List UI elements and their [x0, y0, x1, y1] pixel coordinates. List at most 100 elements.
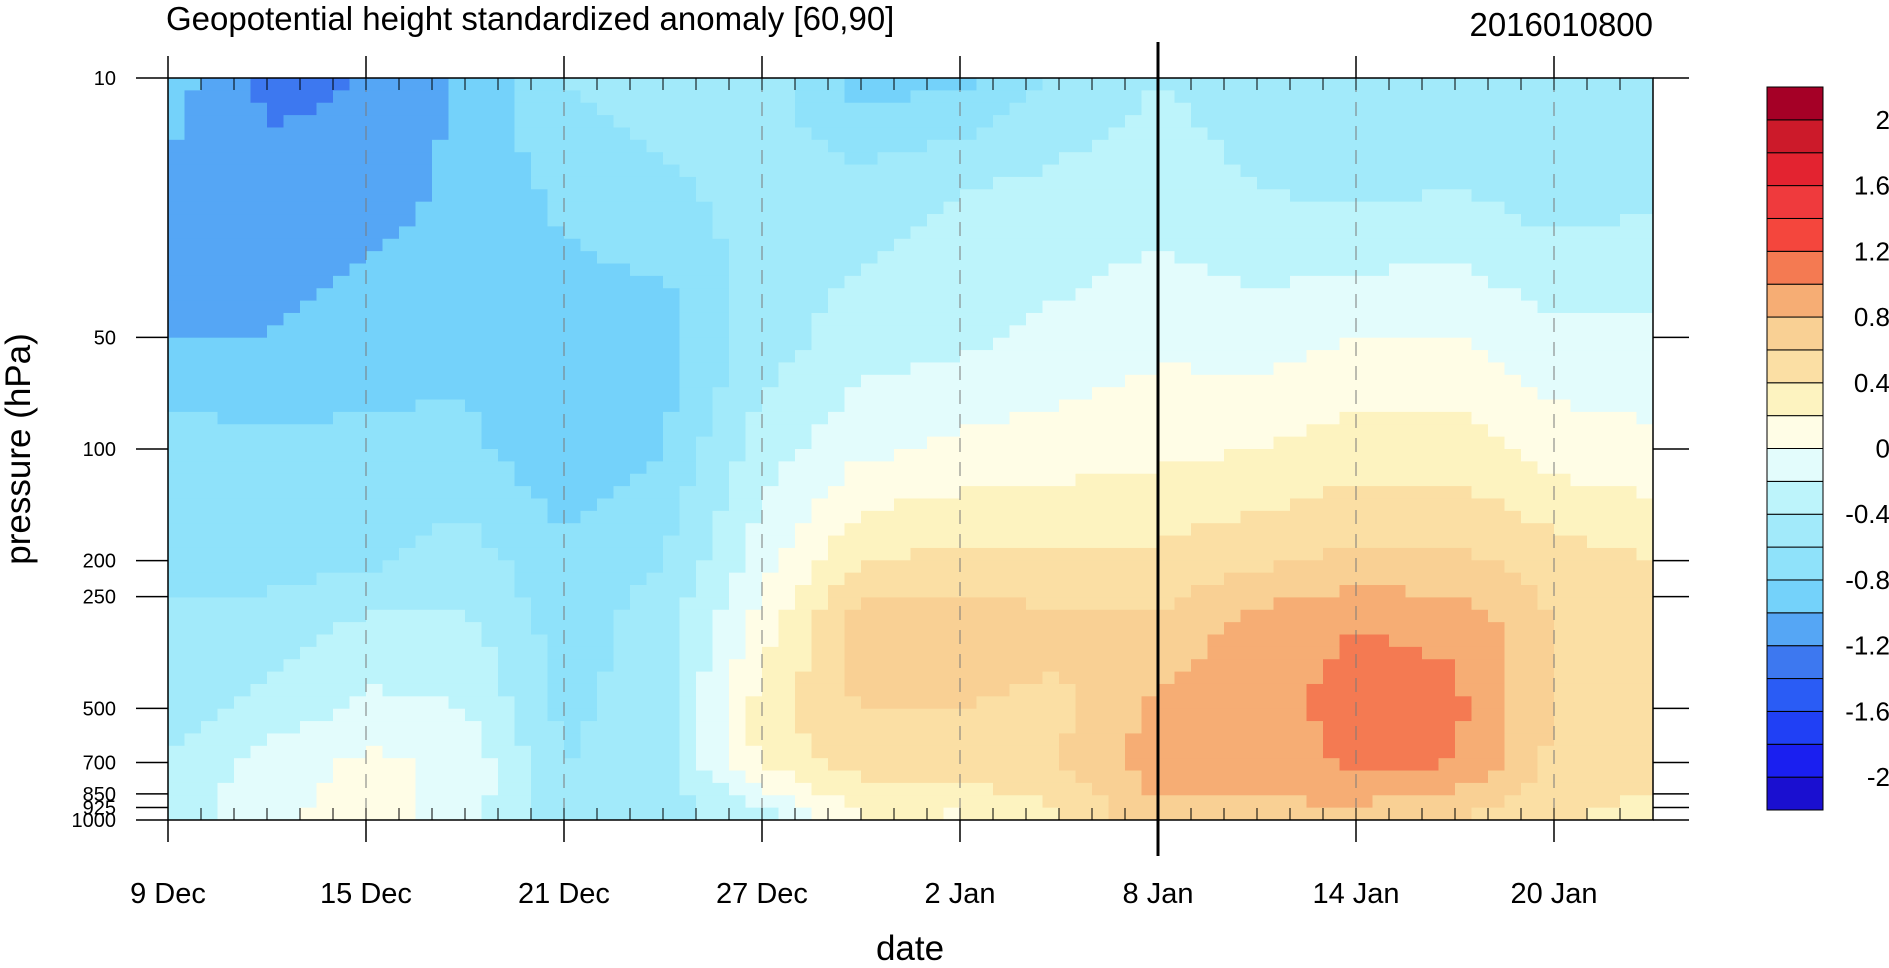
- heatmap-cell: [399, 102, 417, 116]
- heatmap-cell: [1455, 387, 1473, 401]
- heatmap-cell: [1273, 782, 1291, 796]
- heatmap-cell: [1521, 288, 1539, 302]
- heatmap-cell: [366, 795, 384, 809]
- heatmap-cell: [349, 214, 367, 227]
- heatmap-cell: [778, 152, 796, 166]
- heatmap-cell: [448, 424, 466, 438]
- heatmap-cell: [1273, 288, 1291, 302]
- heatmap-cell: [1108, 251, 1126, 265]
- heatmap-cell: [1059, 102, 1077, 116]
- heatmap-cell: [1125, 337, 1143, 351]
- heatmap-cell: [894, 152, 912, 166]
- heatmap-cell: [1092, 78, 1110, 91]
- heatmap-cell: [894, 461, 912, 475]
- heatmap-cell: [217, 350, 235, 364]
- heatmap-cell: [1224, 399, 1242, 413]
- heatmap-cell: [1389, 312, 1407, 326]
- heatmap-cell: [283, 238, 301, 252]
- heatmap-cell: [844, 78, 862, 91]
- heatmap-cell: [1521, 807, 1539, 820]
- heatmap-cell: [927, 374, 945, 388]
- heatmap-cell: [1290, 300, 1308, 314]
- heatmap-cell: [547, 646, 565, 660]
- heatmap-cell: [1356, 733, 1374, 747]
- heatmap-cell: [1273, 176, 1291, 190]
- heatmap-cell: [1059, 572, 1077, 586]
- heatmap-cell: [630, 78, 648, 91]
- heatmap-cell: [184, 597, 202, 611]
- heatmap-cell: [1240, 585, 1258, 598]
- heatmap-cell: [745, 547, 763, 561]
- heatmap-cell: [828, 436, 846, 450]
- heatmap-cell: [432, 560, 450, 574]
- heatmap-cell: [547, 350, 565, 364]
- heatmap-cell: [1521, 523, 1539, 537]
- heatmap-cell: [217, 399, 235, 413]
- heatmap-cell: [679, 152, 697, 166]
- heatmap-cell: [1290, 374, 1308, 388]
- heatmap-cell: [283, 152, 301, 166]
- heatmap-cell: [1026, 634, 1044, 648]
- heatmap-cell: [1389, 535, 1407, 549]
- heatmap-cell: [1009, 226, 1027, 240]
- heatmap-cell: [1405, 622, 1423, 636]
- heatmap-cell: [1191, 226, 1209, 240]
- heatmap-cell: [382, 201, 400, 215]
- heatmap-cell: [382, 535, 400, 549]
- heatmap-cell: [448, 449, 466, 462]
- heatmap-cell: [712, 115, 730, 129]
- heatmap-cell: [762, 102, 780, 116]
- heatmap-cell: [300, 622, 318, 636]
- heatmap-cell: [1141, 523, 1159, 537]
- heatmap-cell: [960, 436, 978, 450]
- heatmap-cell: [646, 745, 664, 759]
- heatmap-cell: [696, 411, 714, 425]
- heatmap-cell: [1339, 387, 1357, 401]
- heatmap-cell: [1059, 176, 1077, 190]
- heatmap-cell: [1207, 201, 1225, 215]
- heatmap-cell: [762, 510, 780, 524]
- heatmap-cell: [349, 399, 367, 413]
- heatmap-cell: [927, 733, 945, 747]
- heatmap-cell: [1158, 424, 1176, 438]
- heatmap-cell: [663, 807, 681, 820]
- heatmap-cell: [382, 251, 400, 265]
- heatmap-cell: [580, 585, 598, 598]
- heatmap-cell: [1422, 523, 1440, 537]
- heatmap-cell: [316, 139, 334, 153]
- heatmap-cell: [514, 758, 532, 772]
- heatmap-cell: [811, 683, 829, 697]
- heatmap-cell: [1389, 609, 1407, 623]
- heatmap-cell: [877, 399, 895, 413]
- heatmap-cell: [234, 127, 252, 141]
- heatmap-cell: [712, 251, 730, 265]
- heatmap-cell: [1389, 597, 1407, 611]
- heatmap-cell: [1273, 770, 1291, 784]
- heatmap-cell: [316, 115, 334, 129]
- heatmap-cell: [861, 572, 879, 586]
- heatmap-cell: [432, 523, 450, 537]
- heatmap-cell: [1504, 473, 1522, 487]
- heatmap-cell: [877, 127, 895, 141]
- heatmap-cell: [696, 486, 714, 500]
- heatmap-cell: [1257, 807, 1275, 820]
- heatmap-cell: [1488, 659, 1506, 673]
- heatmap-cell: [778, 127, 796, 141]
- heatmap-cell: [976, 523, 994, 537]
- heatmap-cell: [1026, 275, 1044, 289]
- heatmap-cell: [1438, 226, 1456, 240]
- heatmap-cell: [646, 164, 664, 178]
- heatmap-cell: [1323, 152, 1341, 166]
- heatmap-cell: [729, 807, 747, 820]
- heatmap-cell: [861, 758, 879, 772]
- heatmap-cell: [1075, 510, 1093, 524]
- heatmap-cell: [1158, 572, 1176, 586]
- heatmap-cell: [1273, 585, 1291, 598]
- heatmap-cell: [184, 374, 202, 388]
- heatmap-cell: [712, 733, 730, 747]
- heatmap-cell: [283, 312, 301, 326]
- heatmap-cell: [1471, 510, 1489, 524]
- heatmap-cell: [745, 683, 763, 697]
- heatmap-cell: [580, 473, 598, 487]
- heatmap-cell: [828, 350, 846, 364]
